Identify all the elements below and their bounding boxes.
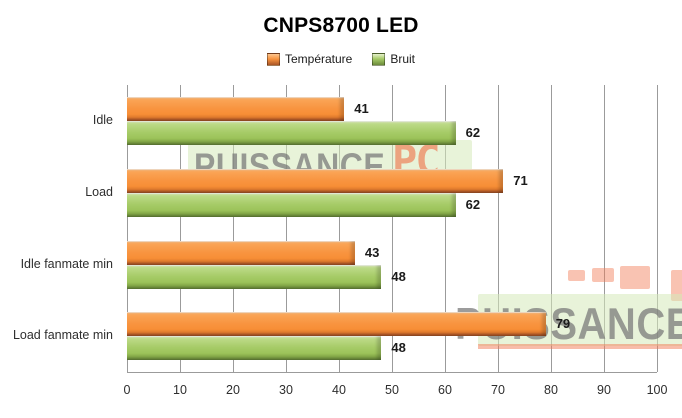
tick-label-70: 70 (491, 383, 505, 397)
value-label-Température-2: 71 (513, 172, 528, 188)
value-label-Bruit-1: 62 (465, 125, 481, 140)
gridline-40 (339, 85, 340, 372)
tick-label-30: 30 (279, 383, 293, 397)
value-label-Température-3: 43 (364, 244, 380, 260)
gridline-80 (551, 85, 552, 372)
gridline-50 (392, 85, 393, 372)
category-label-4: Load fanmate min (12, 328, 113, 343)
gridline-0 (127, 85, 128, 372)
legend-label-bruit: Bruit (390, 52, 416, 66)
tick-label-50: 50 (385, 383, 399, 397)
tick-label-80: 80 (544, 383, 558, 397)
bar-Bruit-1 (127, 121, 456, 145)
category-label-3: Idle fanmate min (20, 256, 113, 271)
value-label-Bruit-3: 48 (391, 268, 406, 284)
pc-logo-pixel-block (671, 270, 682, 301)
bar-Température-1 (127, 97, 345, 121)
value-label-Température-1: 41 (354, 101, 369, 116)
pc-logo-pixel-block (620, 266, 650, 289)
tick-label-10: 10 (173, 383, 187, 397)
pc-logo-pixel-block (568, 270, 585, 281)
bar-Température-2 (127, 168, 504, 193)
legend-item-temperature: Température (266, 52, 353, 66)
bar-Température-4 (127, 312, 546, 337)
value-label-Température-4: 79 (555, 316, 571, 332)
value-label-Bruit-4: 48 (391, 340, 406, 356)
gridline-30 (286, 85, 287, 372)
tick-label-20: 20 (226, 383, 240, 397)
gridline-20 (233, 85, 234, 372)
bar-Bruit-2 (127, 192, 456, 217)
tick-label-0: 0 (123, 383, 131, 397)
gridline-100 (657, 85, 658, 372)
plot-area: 41 62 71 62 43 48 79 48 (127, 85, 658, 373)
temperature-swatch-icon (266, 52, 280, 66)
tick-label-90: 90 (597, 383, 611, 397)
category-label-1: Idle (92, 113, 113, 127)
legend-item-bruit: Bruit (372, 52, 415, 66)
gridline-90 (604, 85, 605, 372)
watermark-strip (478, 344, 682, 349)
chart-title: CNPS8700 LED (263, 14, 419, 37)
gridline-70 (498, 85, 499, 372)
bar-Bruit-3 (127, 264, 382, 289)
bar-Bruit-4 (127, 336, 382, 361)
bar-Température-3 (127, 240, 355, 265)
tick-label-60: 60 (438, 383, 452, 397)
legend-label-temperature: Température (284, 52, 353, 66)
gridline-60 (445, 85, 446, 372)
pc-logo-pixel-block (592, 268, 614, 282)
category-label-2: Load (85, 184, 113, 199)
chart-legend: Température Bruit (0, 52, 682, 66)
tick-label-40: 40 (332, 383, 346, 397)
gridline-10 (180, 85, 181, 372)
value-label-Bruit-2: 62 (465, 196, 481, 212)
bruit-swatch-icon (372, 52, 386, 66)
tick-label-100: 100 (646, 383, 668, 397)
